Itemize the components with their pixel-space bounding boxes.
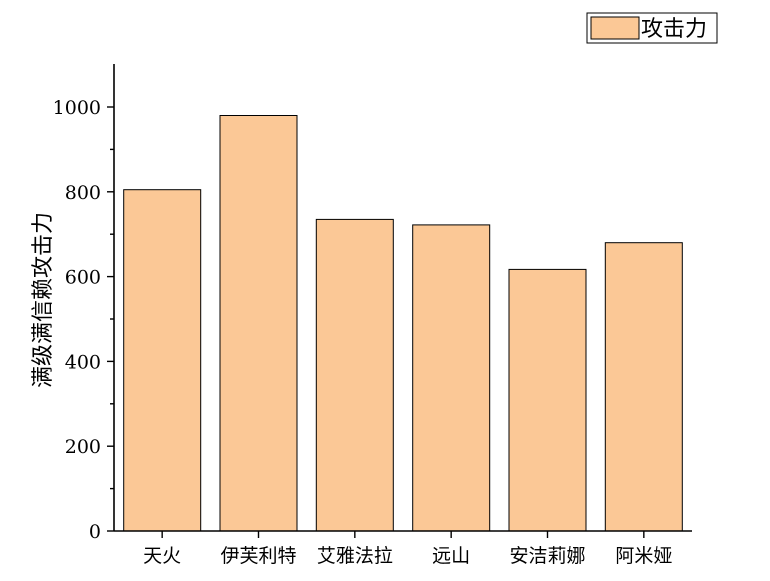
bar-0: [123, 189, 202, 532]
legend-label: 攻击力: [641, 17, 707, 42]
x-tick-label: 艾雅法拉: [317, 545, 393, 567]
y-tick-label: 200: [65, 436, 101, 458]
legend-swatch: [590, 16, 640, 40]
x-ticks: 天火 伊芙利特 艾雅法拉 远山 安洁莉娜 阿米娅: [143, 531, 672, 567]
y-tick-label: 400: [65, 351, 101, 373]
bar-5: [604, 242, 683, 532]
bar-3: [412, 224, 491, 532]
y-tick-label: 0: [89, 521, 101, 543]
axes-layer: [113, 64, 692, 532]
bar-2: [315, 218, 394, 532]
y-tick-label: 1000: [53, 97, 101, 119]
y-ticks: 0 200 400 600 800 1000: [53, 97, 114, 543]
bar-1: [219, 115, 298, 532]
x-tick-label: 天火: [143, 545, 181, 567]
y-tick-label: 600: [65, 267, 101, 289]
y-tick-label: 800: [65, 182, 101, 204]
x-tick-label: 远山: [432, 545, 470, 567]
x-tick-label: 阿米娅: [615, 545, 672, 567]
x-tick-label: 伊芙利特: [220, 545, 296, 567]
x-tick-label: 安洁莉娜: [509, 545, 585, 567]
bar-4: [508, 268, 587, 532]
y-axis-label: 满级满信赖攻击力: [31, 212, 56, 388]
bars-layer: [123, 115, 683, 532]
legend: 攻击力: [586, 12, 718, 44]
